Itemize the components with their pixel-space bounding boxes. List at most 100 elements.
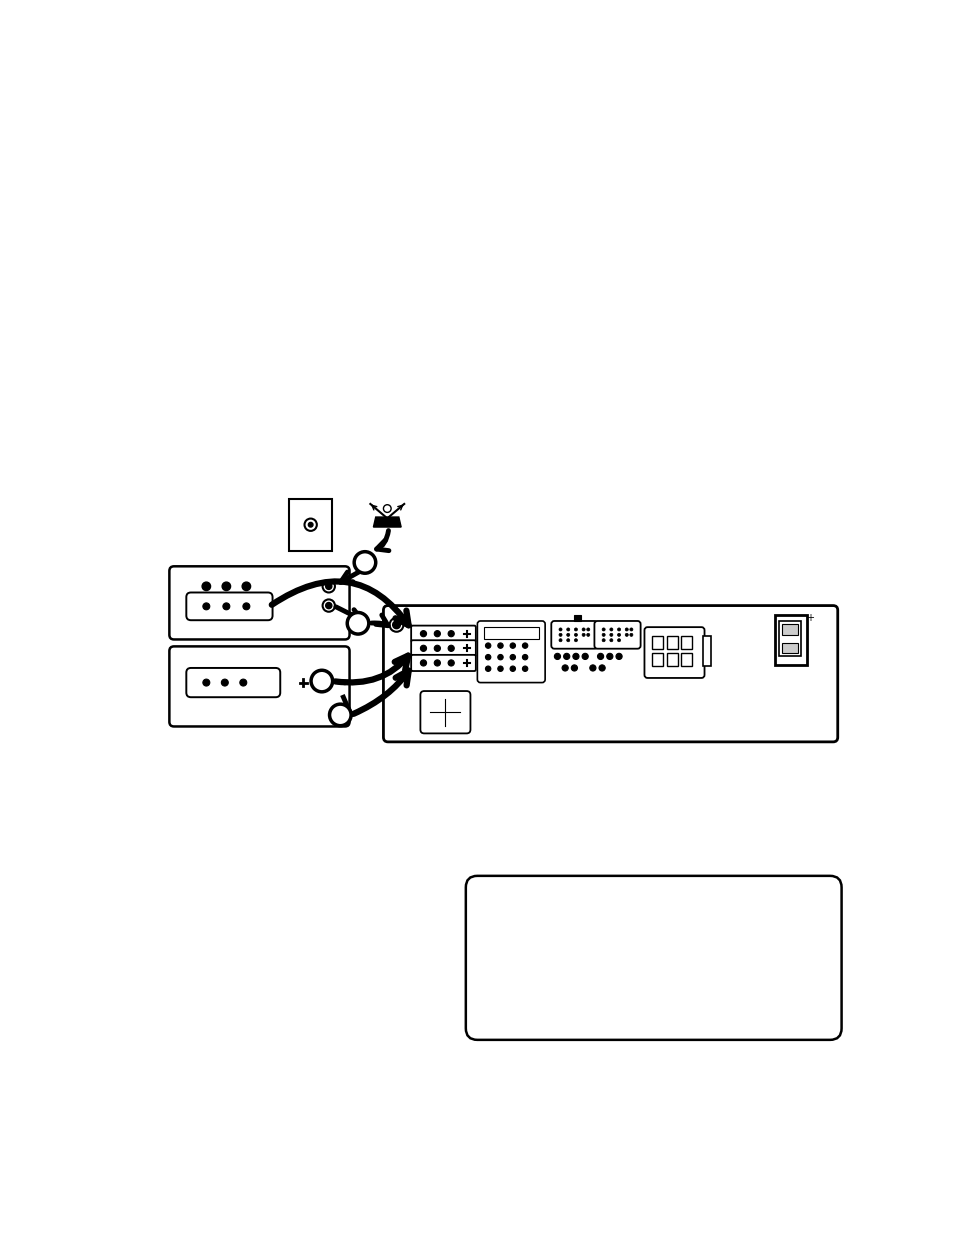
Circle shape <box>574 627 577 631</box>
Circle shape <box>574 634 577 636</box>
Circle shape <box>558 634 561 636</box>
Bar <box>666 653 677 666</box>
Circle shape <box>597 653 603 659</box>
Circle shape <box>522 643 527 648</box>
FancyBboxPatch shape <box>594 621 640 648</box>
Circle shape <box>434 645 440 651</box>
Circle shape <box>448 631 454 637</box>
Circle shape <box>609 638 612 642</box>
Circle shape <box>243 603 250 610</box>
Circle shape <box>624 634 628 636</box>
Bar <box>483 627 538 640</box>
Bar <box>666 636 677 648</box>
FancyBboxPatch shape <box>411 655 476 671</box>
Circle shape <box>242 582 251 590</box>
Circle shape <box>522 655 527 659</box>
Bar <box>779 621 800 656</box>
Circle shape <box>325 603 332 609</box>
Circle shape <box>383 505 391 513</box>
FancyBboxPatch shape <box>476 621 544 683</box>
Circle shape <box>629 627 632 631</box>
Circle shape <box>202 582 211 590</box>
Bar <box>680 653 692 666</box>
Bar <box>574 615 580 621</box>
Circle shape <box>598 664 604 671</box>
FancyBboxPatch shape <box>170 567 349 640</box>
Circle shape <box>354 552 375 573</box>
FancyBboxPatch shape <box>383 605 837 742</box>
Circle shape <box>601 638 604 642</box>
Bar <box>652 636 662 648</box>
Circle shape <box>510 655 515 659</box>
Bar <box>781 624 798 635</box>
FancyBboxPatch shape <box>411 640 476 656</box>
Circle shape <box>554 653 560 659</box>
Circle shape <box>617 638 620 642</box>
Circle shape <box>558 638 561 642</box>
Circle shape <box>561 664 568 671</box>
Circle shape <box>485 643 491 648</box>
Circle shape <box>485 655 491 659</box>
Circle shape <box>574 638 577 642</box>
Circle shape <box>586 627 589 631</box>
Circle shape <box>434 631 440 637</box>
FancyBboxPatch shape <box>170 646 349 726</box>
Circle shape <box>497 643 502 648</box>
Circle shape <box>497 655 502 659</box>
Circle shape <box>563 653 569 659</box>
Circle shape <box>311 671 333 692</box>
Circle shape <box>624 627 628 631</box>
Circle shape <box>572 653 578 659</box>
Circle shape <box>420 645 426 651</box>
Circle shape <box>606 653 612 659</box>
Bar <box>702 636 710 666</box>
Circle shape <box>601 634 604 636</box>
Circle shape <box>239 679 247 687</box>
Circle shape <box>581 627 584 631</box>
Circle shape <box>566 638 569 642</box>
Circle shape <box>522 666 527 672</box>
Circle shape <box>617 634 620 636</box>
Circle shape <box>434 659 440 666</box>
Circle shape <box>308 522 313 527</box>
Circle shape <box>448 659 454 666</box>
Bar <box>652 653 662 666</box>
Circle shape <box>304 519 316 531</box>
Circle shape <box>497 666 502 672</box>
Circle shape <box>347 613 369 634</box>
Circle shape <box>558 627 561 631</box>
Circle shape <box>566 634 569 636</box>
Circle shape <box>448 645 454 651</box>
FancyBboxPatch shape <box>551 621 597 648</box>
Circle shape <box>589 664 596 671</box>
Circle shape <box>566 627 569 631</box>
Bar <box>289 499 332 551</box>
Circle shape <box>510 666 515 672</box>
Circle shape <box>616 653 621 659</box>
Circle shape <box>581 634 584 636</box>
FancyBboxPatch shape <box>186 593 273 620</box>
FancyBboxPatch shape <box>420 692 470 734</box>
Circle shape <box>485 666 491 672</box>
Circle shape <box>322 599 335 611</box>
Polygon shape <box>373 517 400 527</box>
Text: +: + <box>805 613 813 622</box>
Bar <box>781 642 798 653</box>
Circle shape <box>420 659 426 666</box>
Circle shape <box>586 634 589 636</box>
Circle shape <box>389 618 403 632</box>
Circle shape <box>609 627 612 631</box>
FancyBboxPatch shape <box>644 627 703 678</box>
Circle shape <box>581 653 588 659</box>
Circle shape <box>203 679 210 687</box>
Circle shape <box>609 634 612 636</box>
Circle shape <box>571 664 577 671</box>
FancyBboxPatch shape <box>465 876 841 1040</box>
FancyBboxPatch shape <box>411 626 476 642</box>
Circle shape <box>203 603 210 610</box>
Circle shape <box>617 627 620 631</box>
Circle shape <box>221 679 228 687</box>
Circle shape <box>325 583 332 589</box>
Circle shape <box>629 634 632 636</box>
Circle shape <box>601 627 604 631</box>
